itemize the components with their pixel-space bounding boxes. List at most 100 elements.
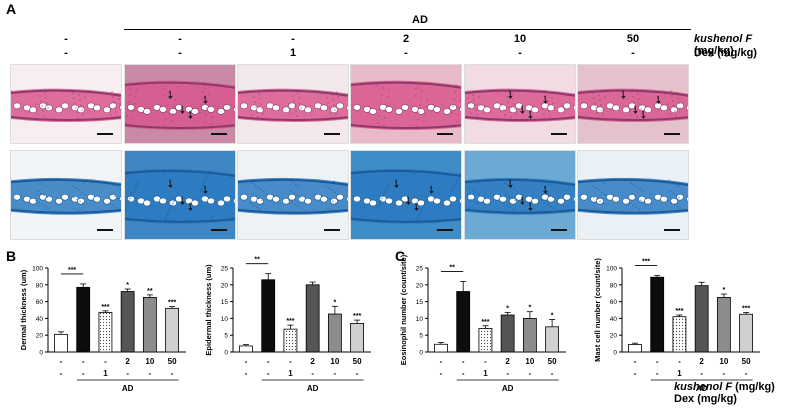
he-stain-image-3 (350, 64, 462, 144)
x-label-kushenol: - (484, 357, 487, 366)
x-label-kushenol: 10 (145, 357, 154, 366)
bar (142, 296, 157, 353)
significance-mark: * (529, 305, 532, 312)
scale-bar (324, 133, 340, 135)
scale-bar (211, 229, 227, 231)
bar (261, 279, 276, 353)
y-tick-label: 0 (419, 350, 423, 357)
x-label-dex: - (634, 369, 637, 378)
y-tick-label: 0 (39, 350, 43, 357)
x-label-kushenol: 10 (330, 357, 339, 366)
x-label-dex: - (529, 369, 532, 378)
kushenol-dose-0: - (64, 33, 68, 45)
chart-kushenol-label: kushenol F (mg/kg) (674, 381, 775, 393)
x-label-kushenol: - (634, 357, 637, 366)
y-tick-label: 20 (416, 282, 424, 289)
dex-dose-0: - (64, 47, 68, 59)
x-label-kushenol: - (656, 357, 659, 366)
bar (739, 313, 754, 353)
bar (54, 333, 68, 353)
y-tick-label: 20 (610, 333, 618, 340)
bar (456, 291, 471, 353)
x-label-kushenol: - (82, 357, 85, 366)
dex-dose-2: 1 (289, 47, 297, 59)
x-label-dex: - (723, 369, 726, 378)
y-tick-label: 80 (610, 282, 618, 289)
x-label-dex: - (551, 369, 554, 378)
significance-mark: *** (101, 304, 109, 311)
toluidine-stain-image-0 (10, 150, 122, 240)
x-label-kushenol: - (267, 357, 270, 366)
bracket-significance: *** (642, 259, 650, 266)
dex-dose-1: - (178, 47, 182, 59)
x-label-dex: - (149, 369, 152, 378)
y-tick-label: 15 (416, 299, 424, 306)
significance-mark: *** (675, 308, 683, 315)
ad-group-label: AD (502, 384, 514, 393)
kushenol-row-label: kushenol F (mg/kg) (694, 33, 753, 57)
kushenol-dose-5: 50 (626, 33, 640, 45)
dex-dose-4: - (518, 47, 522, 59)
x-label-dex: - (311, 369, 314, 378)
kushenol-dose-3: 2 (402, 33, 410, 45)
y-axis-label: Epidermal thickness (um) (204, 264, 213, 356)
y-tick-label: 25 (416, 266, 424, 273)
scale-bar (97, 133, 113, 135)
dex-row-label: Dex (mg/kg) (694, 47, 757, 59)
bar (672, 316, 687, 353)
panel-a-label: A (6, 1, 17, 17)
scale-bar (211, 133, 227, 135)
x-label-dex: 1 (483, 369, 488, 378)
bar (500, 314, 515, 353)
significance-mark: ** (147, 288, 153, 295)
dex-dose-5: - (631, 47, 635, 59)
bar (694, 285, 709, 353)
significance-mark: *** (742, 306, 750, 313)
y-tick-label: 5 (224, 333, 228, 340)
y-tick-label: 40 (36, 316, 44, 323)
significance-mark: *** (286, 318, 294, 325)
x-label-dex: 1 (677, 369, 682, 378)
y-tick-label: 10 (221, 316, 229, 323)
ad-group-label: AD (307, 384, 319, 393)
significance-mark: * (506, 305, 509, 312)
x-label-kushenol: 50 (742, 357, 751, 366)
y-tick-label: 15 (221, 299, 229, 306)
x-label-kushenol: 50 (548, 357, 557, 366)
bar (283, 328, 298, 353)
x-label-dex: - (506, 369, 509, 378)
bar (545, 326, 560, 353)
significance-mark: * (126, 282, 129, 289)
bar (120, 291, 135, 353)
toluidine-stain-image-1: ➘ ➘ ➘ ➘ (124, 150, 236, 240)
x-label-dex: - (745, 369, 748, 378)
x-label-kushenol: - (678, 357, 681, 366)
bar (716, 296, 731, 353)
toluidine-stain-image-2 (237, 150, 349, 240)
x-label-kushenol: - (440, 357, 443, 366)
x-label-dex: - (60, 369, 63, 378)
x-label-dex: - (82, 369, 85, 378)
y-tick-label: 20 (221, 282, 229, 289)
significance-mark: *** (168, 300, 176, 307)
scale-bar (437, 133, 453, 135)
y-tick-label: 40 (610, 316, 618, 323)
bar (327, 313, 342, 353)
x-label-kushenol: 10 (719, 357, 728, 366)
significance-mark: *** (353, 313, 361, 320)
ad-group-line (124, 29, 691, 30)
bar (350, 323, 365, 353)
scale-bar (664, 133, 680, 135)
x-label-dex: - (656, 369, 659, 378)
y-tick-label: 20 (36, 333, 44, 340)
bracket-significance: ** (449, 264, 455, 271)
dex-dose-3: - (404, 47, 408, 59)
x-label-kushenol: 2 (125, 357, 130, 366)
x-label-kushenol: - (104, 357, 107, 366)
x-label-dex: - (245, 369, 248, 378)
x-label-dex: - (462, 369, 465, 378)
x-label-kushenol: - (60, 357, 63, 366)
y-axis-label: Dermal thickness (um) (19, 269, 28, 350)
y-tick-label: 60 (36, 299, 44, 306)
